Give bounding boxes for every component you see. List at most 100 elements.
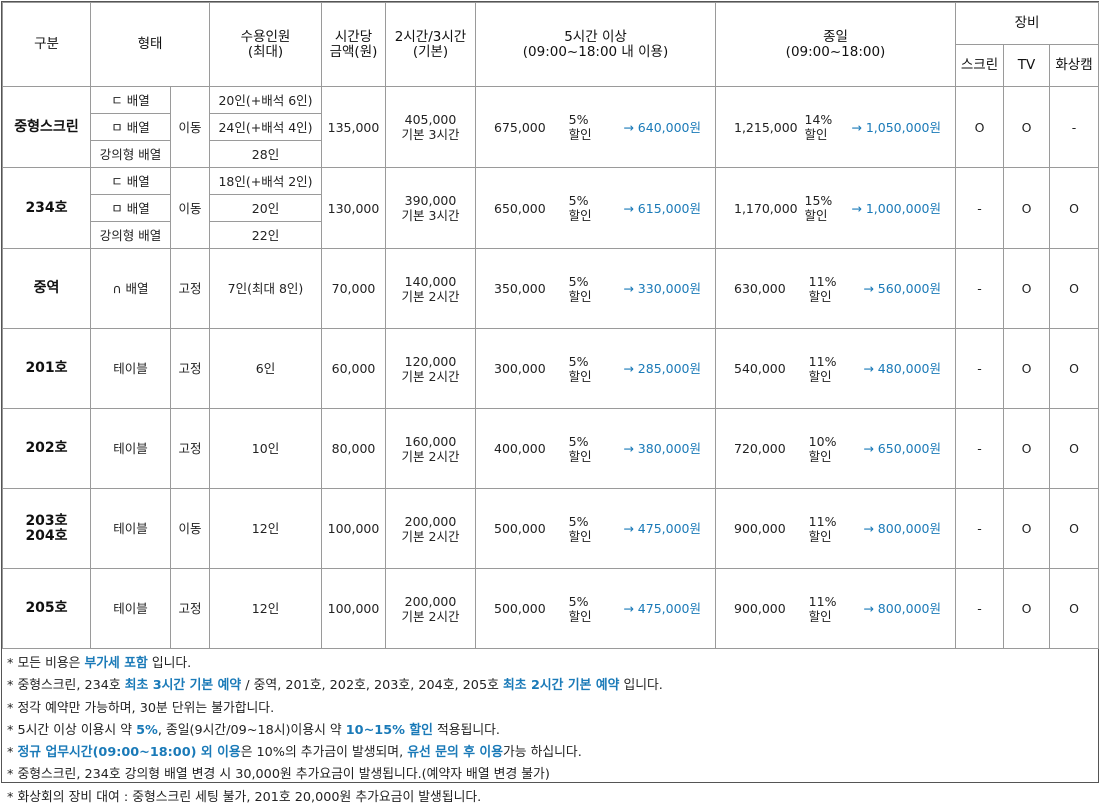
capacity-cell: 28인 (209, 140, 322, 168)
hourly-cell: 130,000 (321, 167, 386, 249)
table-row: 234호 ㄷ 배열 이동 18인(+배석 2인) 130,000 390,000… (2, 167, 1100, 249)
table-row: 201호 테이블 고정 6인 60,000 120,000 기본 2시간 300,000 5%… (2, 328, 1100, 409)
note-line: * 정규 업무시간(09:00~18:00) 외 이용은 10%의 추가금이 발… (7, 742, 1093, 764)
layout-cell: 강의형 배열 (90, 140, 171, 168)
base-cell: 140,000 기본 2시간 (385, 248, 476, 329)
base-cell: 390,000 기본 3시간 (385, 167, 476, 249)
screen-cell: - (955, 248, 1004, 329)
capacity-cell: 24인(+배석 4인) (209, 113, 322, 141)
five-orig: 500,000 (494, 521, 546, 536)
five-rate: 5% 할인 (568, 513, 592, 544)
full-day-cell: 540,000 11% 할인 → 480,000원 (715, 328, 956, 409)
day-final: → 1,050,000원 (851, 119, 941, 135)
day-orig: 720,000 (734, 441, 786, 456)
note-line: * 중형스크린, 234호 최초 3시간 기본 예약 / 중역, 201호, 2… (7, 675, 1093, 697)
tv-cell: O (1003, 408, 1050, 489)
five-final: → 475,000원 (623, 521, 701, 536)
five-orig: 300,000 (494, 361, 546, 376)
camera-cell: O (1048, 167, 1100, 249)
note-text: 입니다. (619, 678, 663, 694)
screen-cell: - (955, 167, 1004, 249)
camera-cell: - (1048, 86, 1100, 168)
five-rate: 5% 할인 (568, 353, 592, 384)
full-day-cell: 720,000 10% 할인 → 650,000원 (715, 408, 956, 489)
tv-cell: O (1003, 248, 1050, 329)
five-hour-cell: 500,000 5% 할인 → 475,000원 (475, 568, 716, 649)
five-rate: 5% 할인 (568, 112, 592, 142)
five-hour-cell: 300,000 5% 할인 → 285,000원 (475, 328, 716, 409)
tv-cell: O (1003, 488, 1050, 569)
note-text: 은 10%의 추가금이 발생되며, (240, 745, 408, 761)
layout-cell: ∩ 배열 (90, 248, 171, 329)
five-final: → 640,000원 (623, 119, 701, 135)
mode-cell: 고정 (170, 328, 210, 409)
note-line: * 모든 비용은 부가세 포함 입니다. (7, 653, 1093, 675)
day-final: → 800,000원 (863, 601, 941, 616)
base-cell: 405,000 기본 3시간 (385, 86, 476, 168)
day-orig: 1,170,000 (734, 200, 798, 216)
camera-cell: O (1048, 568, 1100, 649)
mode-cell: 이동 (170, 86, 210, 168)
note-line: * 5시간 이상 이용시 약 5%, 종일(9시간/09~18시)이용시 약 1… (7, 720, 1093, 742)
five-rate: 5% 할인 (568, 433, 592, 464)
capacity-cell: 6인 (209, 328, 322, 409)
header-capacity: 수용인원 (최대) (209, 2, 322, 87)
hourly-cell: 70,000 (321, 248, 386, 329)
table-row: 강의형 배열 22인 (3, 221, 1099, 249)
header-type: 형태 (90, 2, 210, 87)
note-text: * 모든 비용은 (7, 656, 85, 671)
tv-cell: O (1003, 568, 1050, 649)
mode-cell: 고정 (170, 568, 210, 649)
five-orig: 500,000 (494, 601, 546, 616)
header-equipment: 장비 (954, 2, 1100, 45)
full-day-cell: 900,000 11% 할인 → 800,000원 (715, 568, 956, 649)
day-final: → 800,000원 (863, 521, 941, 536)
day-final: → 650,000원 (863, 441, 941, 456)
tv-cell: O (1003, 167, 1050, 249)
five-orig: 650,000 (494, 200, 546, 216)
note-text: 입니다. (147, 656, 192, 671)
day-orig: 900,000 (734, 521, 786, 536)
day-final: → 1,000,000원 (851, 200, 941, 216)
day-rate: 10% 할인 (808, 433, 837, 464)
table-row: ㅁ 배열 24인(+배석 4인) (3, 113, 1099, 141)
hourly-cell: 60,000 (321, 328, 386, 409)
day-rate: 11% 할인 (808, 353, 837, 384)
header-base: 2시간/3시간 (기본) (385, 2, 476, 87)
base-cell: 160,000 기본 2시간 (385, 408, 476, 489)
capacity-cell: 10인 (209, 408, 322, 489)
day-final: → 480,000원 (863, 361, 941, 376)
screen-cell: - (955, 488, 1004, 569)
full-day-cell: 1,215,000 14% 할인 → 1,050,000원 (715, 86, 956, 168)
day-rate: 15% 할인 (804, 193, 833, 223)
screen-cell: - (955, 408, 1004, 489)
header-full-day: 종일 (09:00~18:00) (715, 2, 956, 87)
capacity-cell: 12인 (209, 568, 322, 649)
note-highlight: 부가세 포함 (84, 656, 148, 671)
screen-cell: - (955, 568, 1004, 649)
layout-cell: 강의형 배열 (90, 221, 171, 249)
note-line: * 정각 예약만 가능하며, 30분 단위는 불가합니다. (7, 700, 275, 716)
five-rate: 5% 할인 (568, 193, 592, 223)
camera-cell: O (1048, 328, 1100, 409)
header-screen: 스크린 (955, 44, 1004, 87)
header-camera: 화상캠 (1048, 44, 1100, 87)
five-hour-cell: 500,000 5% 할인 → 475,000원 (475, 488, 716, 569)
note-text: * (7, 745, 18, 761)
table-row: 강의형 배열 28인 (3, 140, 1099, 168)
capacity-cell: 12인 (209, 488, 322, 569)
five-hour-cell: 400,000 5% 할인 → 380,000원 (475, 408, 716, 489)
capacity-cell: 7인(최대 8인) (209, 248, 322, 329)
table-row: ㅁ 배열 20인 (3, 194, 1099, 222)
layout-cell: ㄷ 배열 (90, 167, 171, 195)
full-day-cell: 630,000 11% 할인 → 560,000원 (715, 248, 956, 329)
table-row: 205호 테이블 고정 12인 100,000 200,000 기본 2시간 500,000… (2, 568, 1100, 649)
five-final: → 615,000원 (623, 200, 701, 216)
hourly-cell: 135,000 (321, 86, 386, 168)
capacity-cell: 20인 (209, 194, 322, 222)
note-line: * 중형스크린, 234호 강의형 배열 변경 시 30,000원 추가요금이 … (7, 767, 550, 783)
tv-cell: O (1003, 86, 1050, 168)
five-orig: 675,000 (494, 119, 546, 135)
day-rate: 11% 할인 (808, 513, 837, 544)
